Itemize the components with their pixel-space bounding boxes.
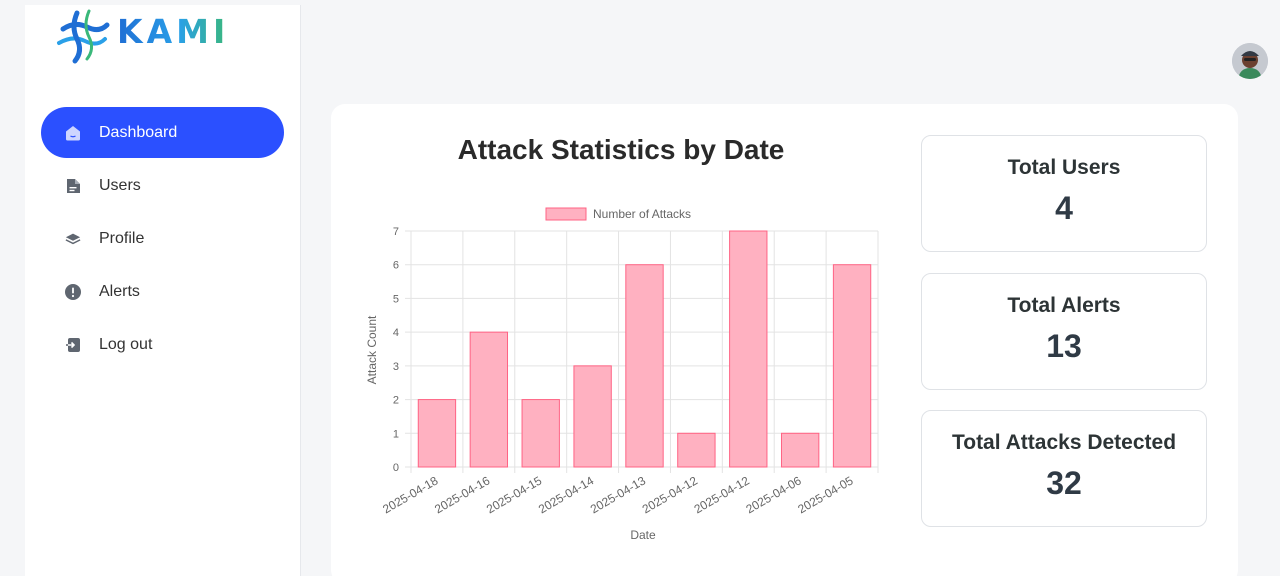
x-tick-label: 2025-04-16 [432,473,492,516]
legend-swatch [545,207,587,221]
y-tick-label: 2 [393,395,399,407]
bar-2[interactable] [521,399,560,468]
bar-6[interactable] [729,230,768,468]
sidebar-nav: Dashboard Users Profile Alerts Log out [41,107,284,372]
sidebar-item-alerts[interactable]: Alerts [41,266,284,317]
x-axis-ticks: 2025-04-182025-04-162025-04-152025-04-14… [380,473,856,516]
sidebar-item-label: Users [99,176,141,194]
bar-7[interactable] [780,432,820,468]
sidebar-item-label: Dashboard [99,123,178,141]
x-tick-label: 2025-04-14 [536,473,596,516]
x-axis-label: Date [630,528,656,542]
y-tick-label: 1 [393,428,399,440]
y-axis-label: Attack Count [365,315,379,384]
y-tick-label: 0 [393,462,399,474]
x-tick-label: 2025-04-13 [588,473,648,516]
chart-title: Attack Statistics by Date [457,134,785,165]
logo[interactable]: KAMI [53,7,229,65]
layers-icon [65,231,81,247]
x-tick-label: 2025-04-18 [380,473,440,516]
bar-3[interactable] [573,365,612,468]
sidebar-item-profile[interactable]: Profile [41,213,284,264]
x-tick-label: 2025-04-12 [692,473,752,516]
y-tick-label: 6 [393,260,399,272]
stat-value: 32 [1046,465,1082,501]
x-tick-label: 2025-04-06 [744,473,804,516]
stat-label: Total Users [1007,156,1121,179]
y-tick-label: 3 [393,361,399,373]
stat-label: Total Alerts [1007,294,1121,317]
x-tick-label: 2025-04-15 [484,473,544,516]
y-tick-label: 4 [393,327,399,339]
user-avatar-icon [1232,43,1268,79]
sidebar-item-logout[interactable]: Log out [41,319,284,370]
stat-card-total-attacks: Total Attacks Detected 32 [921,410,1207,527]
document-icon [65,178,81,194]
bar-8[interactable] [832,264,872,468]
y-tick-label: 7 [393,226,399,238]
x-tick-label: 2025-04-12 [640,473,700,516]
x-tick-label: 2025-04-05 [795,473,855,516]
bar-0[interactable] [417,399,457,468]
sidebar-item-label: Log out [99,335,153,353]
sidebar-item-label: Profile [99,229,145,247]
bar-4[interactable] [625,264,664,468]
dashboard-card: Attack Statistics by Date 0 1 2 3 4 5 6 7 2025-… [331,104,1238,576]
legend-label: Number of Attacks [593,207,691,221]
logout-icon [65,337,81,353]
kami-logo-icon [57,9,110,64]
brand-name: KAMI [117,11,230,51]
sidebar-item-label: Alerts [99,282,140,300]
alert-icon [65,283,81,300]
y-tick-label: 5 [393,293,399,305]
stat-value: 13 [1046,328,1082,364]
sidebar-item-dashboard[interactable]: Dashboard [41,107,284,158]
y-axis-ticks: 0 1 2 3 4 5 6 7 [393,226,399,474]
stat-label: Total Attacks Detected [951,431,1177,454]
stat-card-total-alerts: Total Alerts 13 [921,273,1207,390]
chart-bars [417,230,872,468]
avatar[interactable] [1232,43,1268,79]
bar-1[interactable] [469,331,509,468]
home-icon [65,125,81,141]
sidebar: KAMI Dashboard Users Profile Alerts [25,5,301,576]
stat-card-total-users: Total Users 4 [921,135,1207,252]
bar-5[interactable] [677,432,716,468]
sidebar-item-users[interactable]: Users [41,160,284,211]
stat-value: 4 [1055,190,1073,226]
